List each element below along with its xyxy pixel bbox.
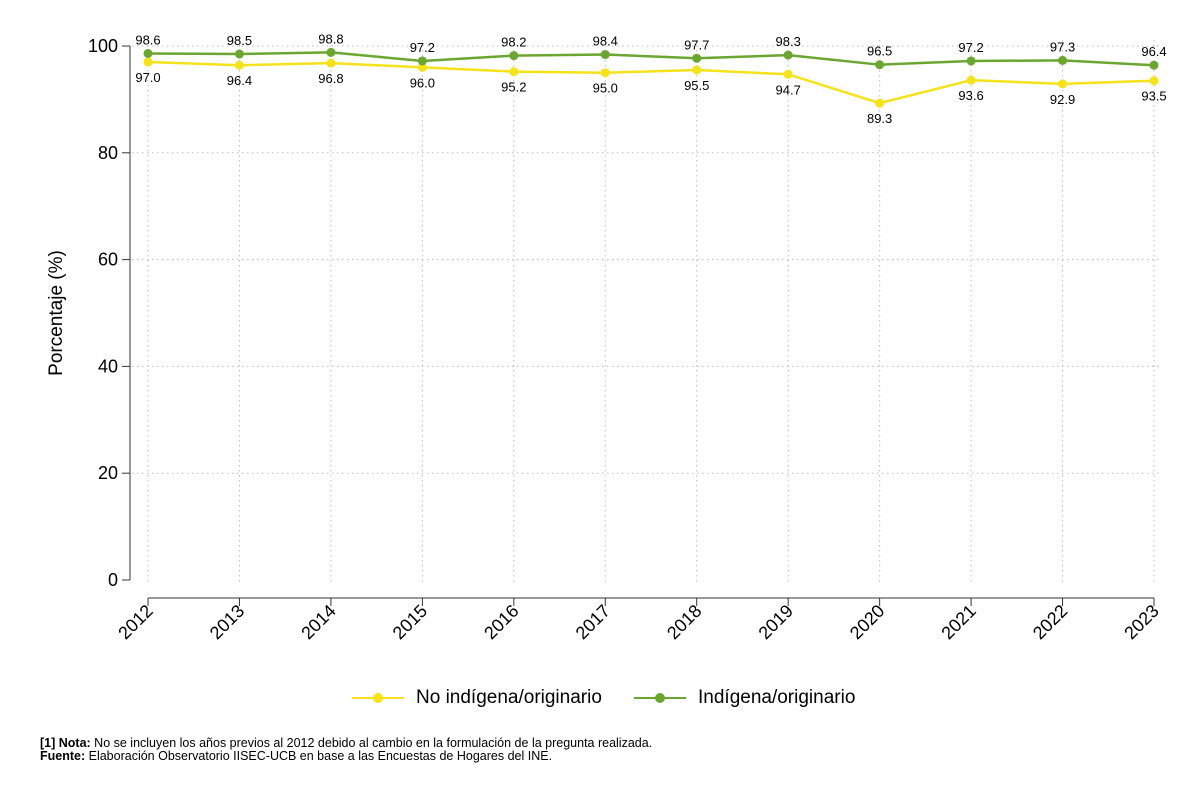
series-1-data-label: 97.7 — [684, 37, 709, 52]
series-1-data-label: 97.3 — [1050, 39, 1075, 54]
series-1-data-label: 98.2 — [501, 35, 526, 50]
series-1-data-label: 98.4 — [593, 34, 618, 49]
series-0-data-label: 96.0 — [410, 75, 435, 90]
note-text: No se incluyen los años previos al 2012 … — [90, 736, 653, 750]
x-tick-label: 2020 — [846, 601, 888, 643]
series-0-data-label: 92.9 — [1050, 92, 1075, 107]
series-1-data-label: 98.6 — [135, 32, 160, 47]
series-1-point — [966, 56, 976, 66]
note-label: [1] Nota: — [40, 736, 91, 750]
legend-swatch-no-indigena — [350, 683, 406, 713]
series-0-data-label: 95.0 — [593, 81, 618, 96]
series-0-point — [966, 75, 976, 85]
y-tick-label: 20 — [98, 463, 118, 483]
series-0-point — [1149, 76, 1159, 86]
series-0-data-label: 96.4 — [227, 73, 252, 88]
footnote-source: Fuente: Elaboración Observatorio IISEC-U… — [40, 750, 652, 763]
series-0-data-label: 93.6 — [958, 88, 983, 103]
series-1-point — [326, 47, 336, 57]
series-1-point — [509, 51, 519, 61]
series-1-point — [1149, 60, 1159, 70]
series-1-point — [1058, 55, 1068, 65]
series-1-data-label: 98.8 — [318, 31, 343, 46]
x-tick-label: 2015 — [389, 601, 431, 643]
series-0-point — [692, 65, 702, 75]
x-tick-label: 2018 — [663, 601, 705, 643]
source-label: Fuente: — [40, 749, 86, 763]
series-1-point — [692, 53, 702, 63]
series-1-data-label: 98.3 — [776, 34, 801, 49]
y-axis-label: Porcentaje (%) — [46, 250, 67, 376]
series-1-data-label: 97.2 — [410, 40, 435, 55]
series-1-data-label: 96.5 — [867, 44, 892, 59]
series-0-point — [417, 62, 427, 72]
footnote-note: [1] Nota: No se incluyen los años previo… — [40, 737, 652, 750]
x-tick-label: 2021 — [937, 601, 979, 643]
series-1-point — [783, 50, 793, 60]
legend-label-indigena: Indígena/originario — [698, 687, 856, 708]
series-0-point — [234, 60, 244, 70]
series-1-point — [600, 50, 610, 60]
series-1-point — [234, 49, 244, 59]
x-tick-label: 2022 — [1029, 601, 1071, 643]
data-labels: 97.0 96.4 96.8 96.0 95.2 95.0 95.5 94.7 89.3 93.6… — [135, 31, 1166, 126]
series-0-data-label: 97.0 — [135, 70, 160, 85]
footnote: [1] Nota: No se incluyen los años previo… — [40, 737, 652, 763]
series-1-point — [143, 48, 153, 58]
source-text: Elaboración Observatorio IISEC-UCB en ba… — [85, 749, 553, 763]
legend: No indígena/originario Indígena/originar… — [0, 683, 1200, 713]
legend-swatch-indigena — [632, 683, 688, 713]
series-0-point — [1058, 79, 1068, 89]
series-0-point — [783, 69, 793, 79]
series-0-data-label: 95.5 — [684, 78, 709, 93]
y-tick-label: 60 — [98, 250, 118, 270]
grid-lines — [132, 40, 1160, 582]
series-1-data-label: 96.4 — [1141, 44, 1166, 59]
series-0-point — [509, 67, 519, 77]
series-0-data-label: 93.5 — [1141, 89, 1166, 104]
series-0-data-label: 95.2 — [501, 80, 526, 95]
series-0-point — [143, 57, 153, 67]
y-tick-label: 80 — [98, 143, 118, 163]
series-0-data-label: 89.3 — [867, 111, 892, 126]
x-tick-label: 2013 — [206, 601, 248, 643]
series-0-point — [600, 68, 610, 78]
y-tick-label: 0 — [108, 570, 118, 590]
data-marks — [143, 47, 1159, 108]
series-line-0 — [147, 60, 1155, 105]
series-0-point — [875, 98, 885, 108]
y-tick-label: 100 — [88, 36, 118, 56]
x-tick-label: 2014 — [297, 601, 339, 643]
series-1-data-label: 98.5 — [227, 33, 252, 48]
legend-item-indigena[interactable]: Indígena/originario — [632, 683, 855, 713]
axes: 0 20 40 60 80 100 2012 2013 2014 2015 2016 2017 2018… — [46, 36, 1163, 643]
x-tick-label: 2016 — [480, 601, 522, 643]
series-0-data-label: 94.7 — [776, 82, 801, 97]
x-tick-label: 2017 — [572, 601, 614, 643]
y-tick-label: 40 — [98, 356, 118, 376]
legend-label-no-indigena: No indígena/originario — [416, 687, 602, 708]
legend-item-no-indigena[interactable]: No indígena/originario — [350, 683, 602, 713]
series-0-point — [326, 58, 336, 68]
series-0-data-label: 96.8 — [318, 71, 343, 86]
x-tick-label: 2019 — [755, 601, 797, 643]
series-line-1 — [147, 51, 1155, 67]
series-1-data-label: 97.2 — [958, 40, 983, 55]
x-tick-label: 2012 — [114, 601, 156, 643]
series-1-point — [417, 56, 427, 66]
series-1-point — [875, 60, 885, 70]
x-tick-label: 2023 — [1120, 601, 1162, 643]
